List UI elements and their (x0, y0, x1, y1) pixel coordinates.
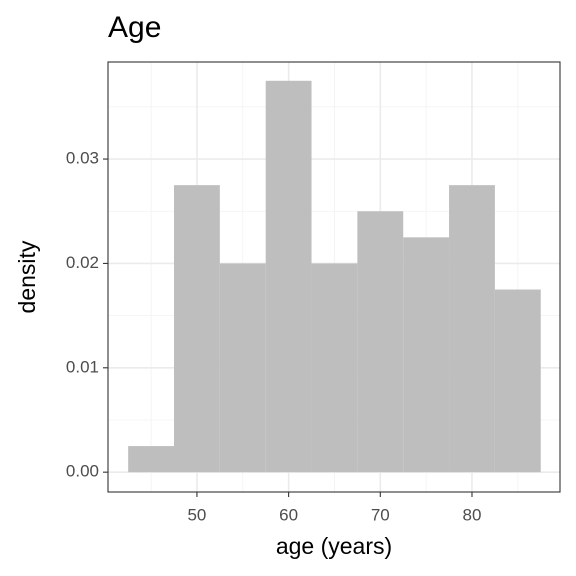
bar (403, 237, 450, 473)
x-tick-label: 70 (371, 505, 390, 524)
x-tick-label: 50 (187, 505, 206, 524)
x-tick-label: 60 (279, 505, 298, 524)
panel-border (107, 61, 561, 493)
chart-title: Age (108, 11, 161, 44)
bar (494, 289, 541, 473)
y-tick-label: 0.02 (66, 253, 99, 272)
bar (174, 185, 220, 473)
bar (449, 185, 495, 473)
y-tick-label: 0.00 (66, 462, 99, 481)
bar (128, 446, 175, 473)
x-axis-title: age (years) (276, 533, 392, 559)
bar (357, 211, 404, 473)
x-tick-label: 80 (463, 505, 482, 524)
bar (265, 80, 312, 473)
y-tick-label: 0.03 (66, 149, 99, 168)
bar (311, 263, 358, 473)
y-tick-label: 0.01 (66, 357, 99, 376)
bar (219, 263, 266, 473)
y-axis-title: density (14, 240, 40, 313)
